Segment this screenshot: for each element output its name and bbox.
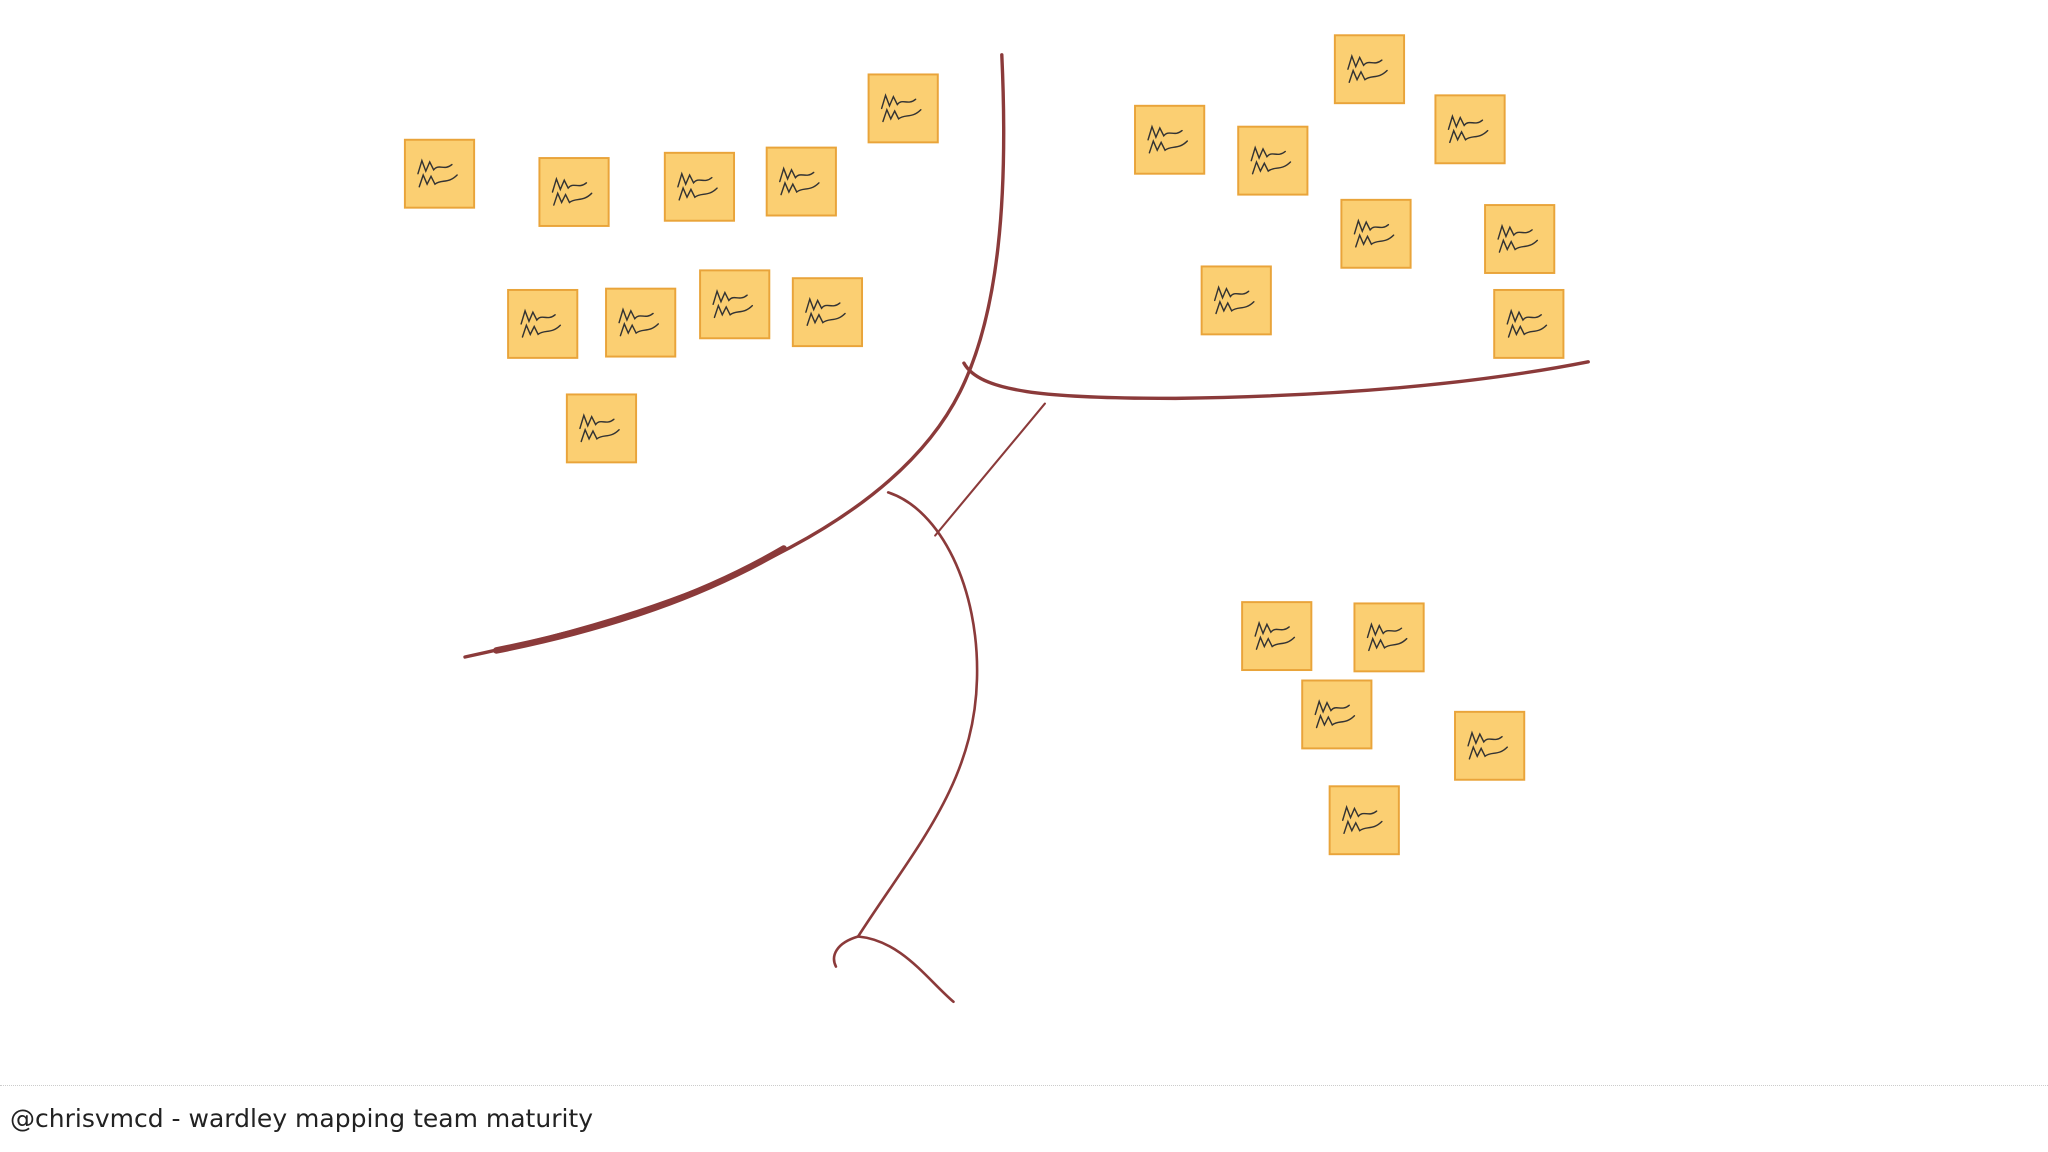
note-scribble [1254,620,1296,650]
note-body [765,146,837,217]
note-body [1301,679,1373,750]
note-body [867,73,939,144]
note-scribble [618,307,660,337]
note-scribble [779,166,820,196]
note-scribble [1353,218,1395,248]
sticky-note [1134,104,1206,175]
note-body [1200,265,1272,336]
sticky-note [1301,679,1373,750]
main-curve-thick [493,545,787,654]
sticky-note [765,146,837,217]
note-scribble [551,176,593,206]
note-scribble [417,158,458,188]
note-body [1484,204,1556,274]
sticky-note [403,138,476,209]
note-body [507,288,579,359]
sticky-note [1328,785,1400,856]
note-scribble [1447,113,1489,144]
note-body [1434,94,1506,165]
sticky-note [1241,601,1313,672]
note-body [663,151,736,222]
sticky-note [507,288,579,359]
sticky-note [1200,265,1272,336]
sticky-note [791,277,864,348]
note-body [1454,710,1526,781]
note-body [699,269,771,340]
sticky-note [1484,204,1556,274]
note-scribble [880,93,922,123]
note-body [565,393,638,464]
note-scribble [1250,145,1292,175]
note-scribble [1213,285,1255,315]
sticky-note [867,73,939,144]
note-scribble [1147,124,1188,154]
note-scribble [520,308,562,338]
note-scribble [712,289,754,319]
note-body [1333,34,1406,105]
note-scribble [805,296,846,326]
note-scribble [1347,53,1388,84]
sticky-note [699,269,771,340]
separator [0,1085,2048,1086]
branch-line [934,402,1046,537]
note-body [1340,198,1412,269]
note-body [538,157,610,227]
sticky-note [1493,288,1565,359]
map-lines [463,53,1590,1004]
note-scribble [1467,730,1508,760]
sticky-note [1237,125,1309,196]
note-scribble [1506,308,1548,338]
sticky-note [1454,710,1526,781]
sticky-note [1333,34,1406,105]
note-body [403,138,476,209]
note-scribble [1497,223,1539,253]
lower-curve [832,491,979,968]
note-body [1134,104,1206,175]
note-scribble [1341,804,1383,835]
note-body [791,277,864,348]
note-scribble [1366,622,1408,652]
note-scribble [1314,699,1356,729]
note-body [1353,602,1425,673]
sticky-note [1353,602,1425,673]
note-body [1328,785,1400,856]
sticky-note [605,287,677,358]
note-scribble [677,171,718,201]
sticky-note [538,157,610,227]
note-body [1493,288,1565,359]
note-body [605,287,677,358]
note-body [1241,601,1313,672]
note-body [1237,125,1309,196]
lower-curve-foot [856,935,955,1004]
sticky-note [1340,198,1412,269]
sticky-note [1434,94,1506,165]
horizontal-curve [962,360,1590,401]
sticky-notes [403,34,1565,856]
footer-text: @chrisvmcd - wardley mapping team maturi… [10,1104,594,1133]
note-scribble [579,413,620,443]
sticky-note [565,393,638,464]
sticky-note [663,151,736,222]
